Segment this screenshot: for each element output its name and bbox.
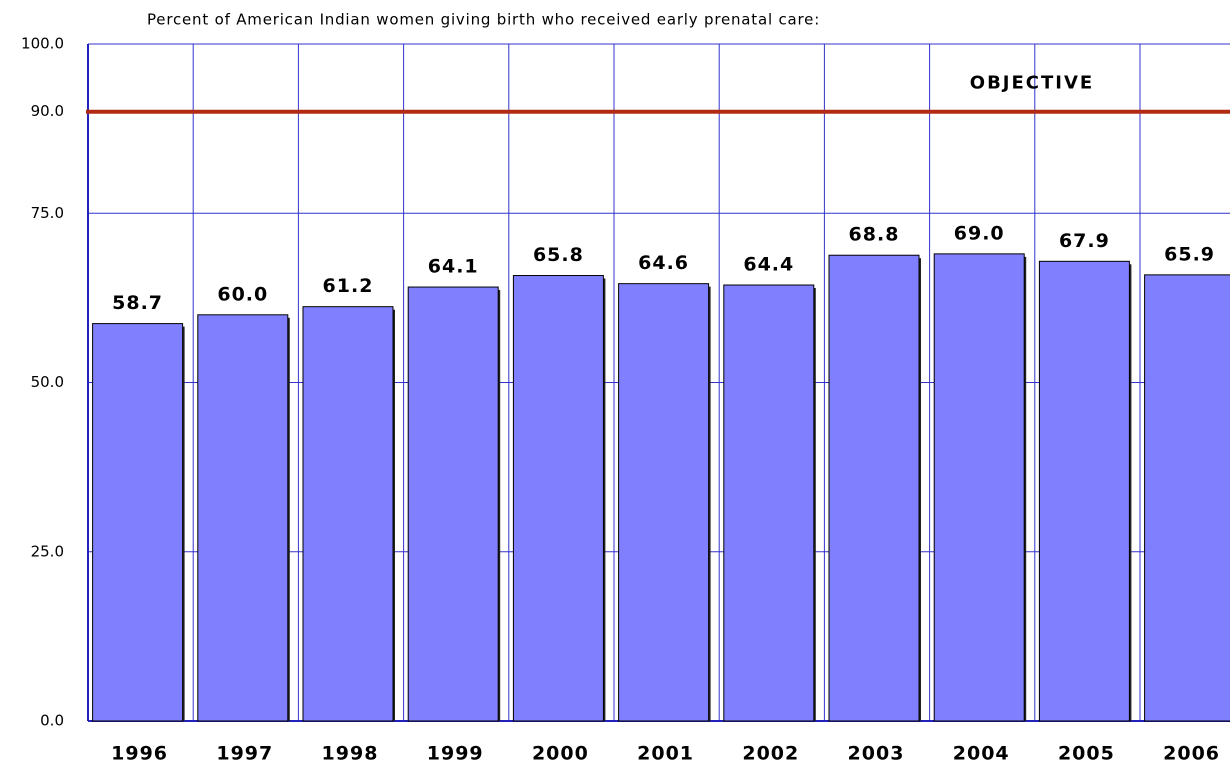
value-label: 68.8 — [849, 224, 900, 246]
bar — [1038, 260, 1130, 722]
bar — [1144, 274, 1230, 722]
x-tick-label: 2006 — [1163, 743, 1220, 765]
y-tick-label: 25.0 — [31, 542, 64, 560]
objective-label: OBJECTIVE — [970, 73, 1094, 94]
x-tick-label: 1997 — [216, 743, 273, 765]
x-tick-label: 2000 — [532, 743, 589, 765]
value-label: 64.1 — [428, 256, 479, 278]
y-tick-label: 100.0 — [21, 35, 64, 53]
y-tick-label: 50.0 — [31, 373, 64, 391]
x-tick-label: 1999 — [427, 743, 484, 765]
y-tick-label: 75.0 — [31, 204, 64, 222]
x-tick-label: 2003 — [848, 743, 905, 765]
value-label: 65.9 — [1164, 243, 1215, 265]
x-tick-label: 2005 — [1058, 743, 1115, 765]
x-tick-label: 1996 — [111, 743, 168, 765]
x-tick-label: 2004 — [953, 743, 1010, 765]
bar — [723, 284, 815, 722]
bar — [92, 323, 184, 722]
x-tick-label: 1998 — [322, 743, 379, 765]
x-tick-label: 2001 — [637, 743, 694, 765]
value-label: 58.7 — [112, 292, 163, 314]
bar — [828, 254, 920, 722]
bar — [197, 314, 289, 722]
value-label: 64.4 — [743, 254, 794, 276]
value-label: 65.8 — [533, 244, 584, 266]
value-label: 67.9 — [1059, 230, 1110, 252]
value-label: 64.6 — [638, 252, 689, 274]
value-label: 69.0 — [954, 222, 1005, 244]
value-label: 60.0 — [217, 283, 268, 305]
bar — [933, 253, 1025, 722]
y-tick-label: 90.0 — [31, 102, 64, 120]
x-tick-label: 2002 — [742, 743, 799, 765]
bar — [407, 286, 499, 722]
chart-title: Percent of American Indian women giving … — [147, 11, 820, 29]
bar — [618, 283, 710, 722]
y-tick-label: 0.0 — [40, 712, 64, 730]
bar — [512, 275, 604, 722]
bar — [302, 306, 394, 722]
value-label: 61.2 — [323, 275, 374, 297]
